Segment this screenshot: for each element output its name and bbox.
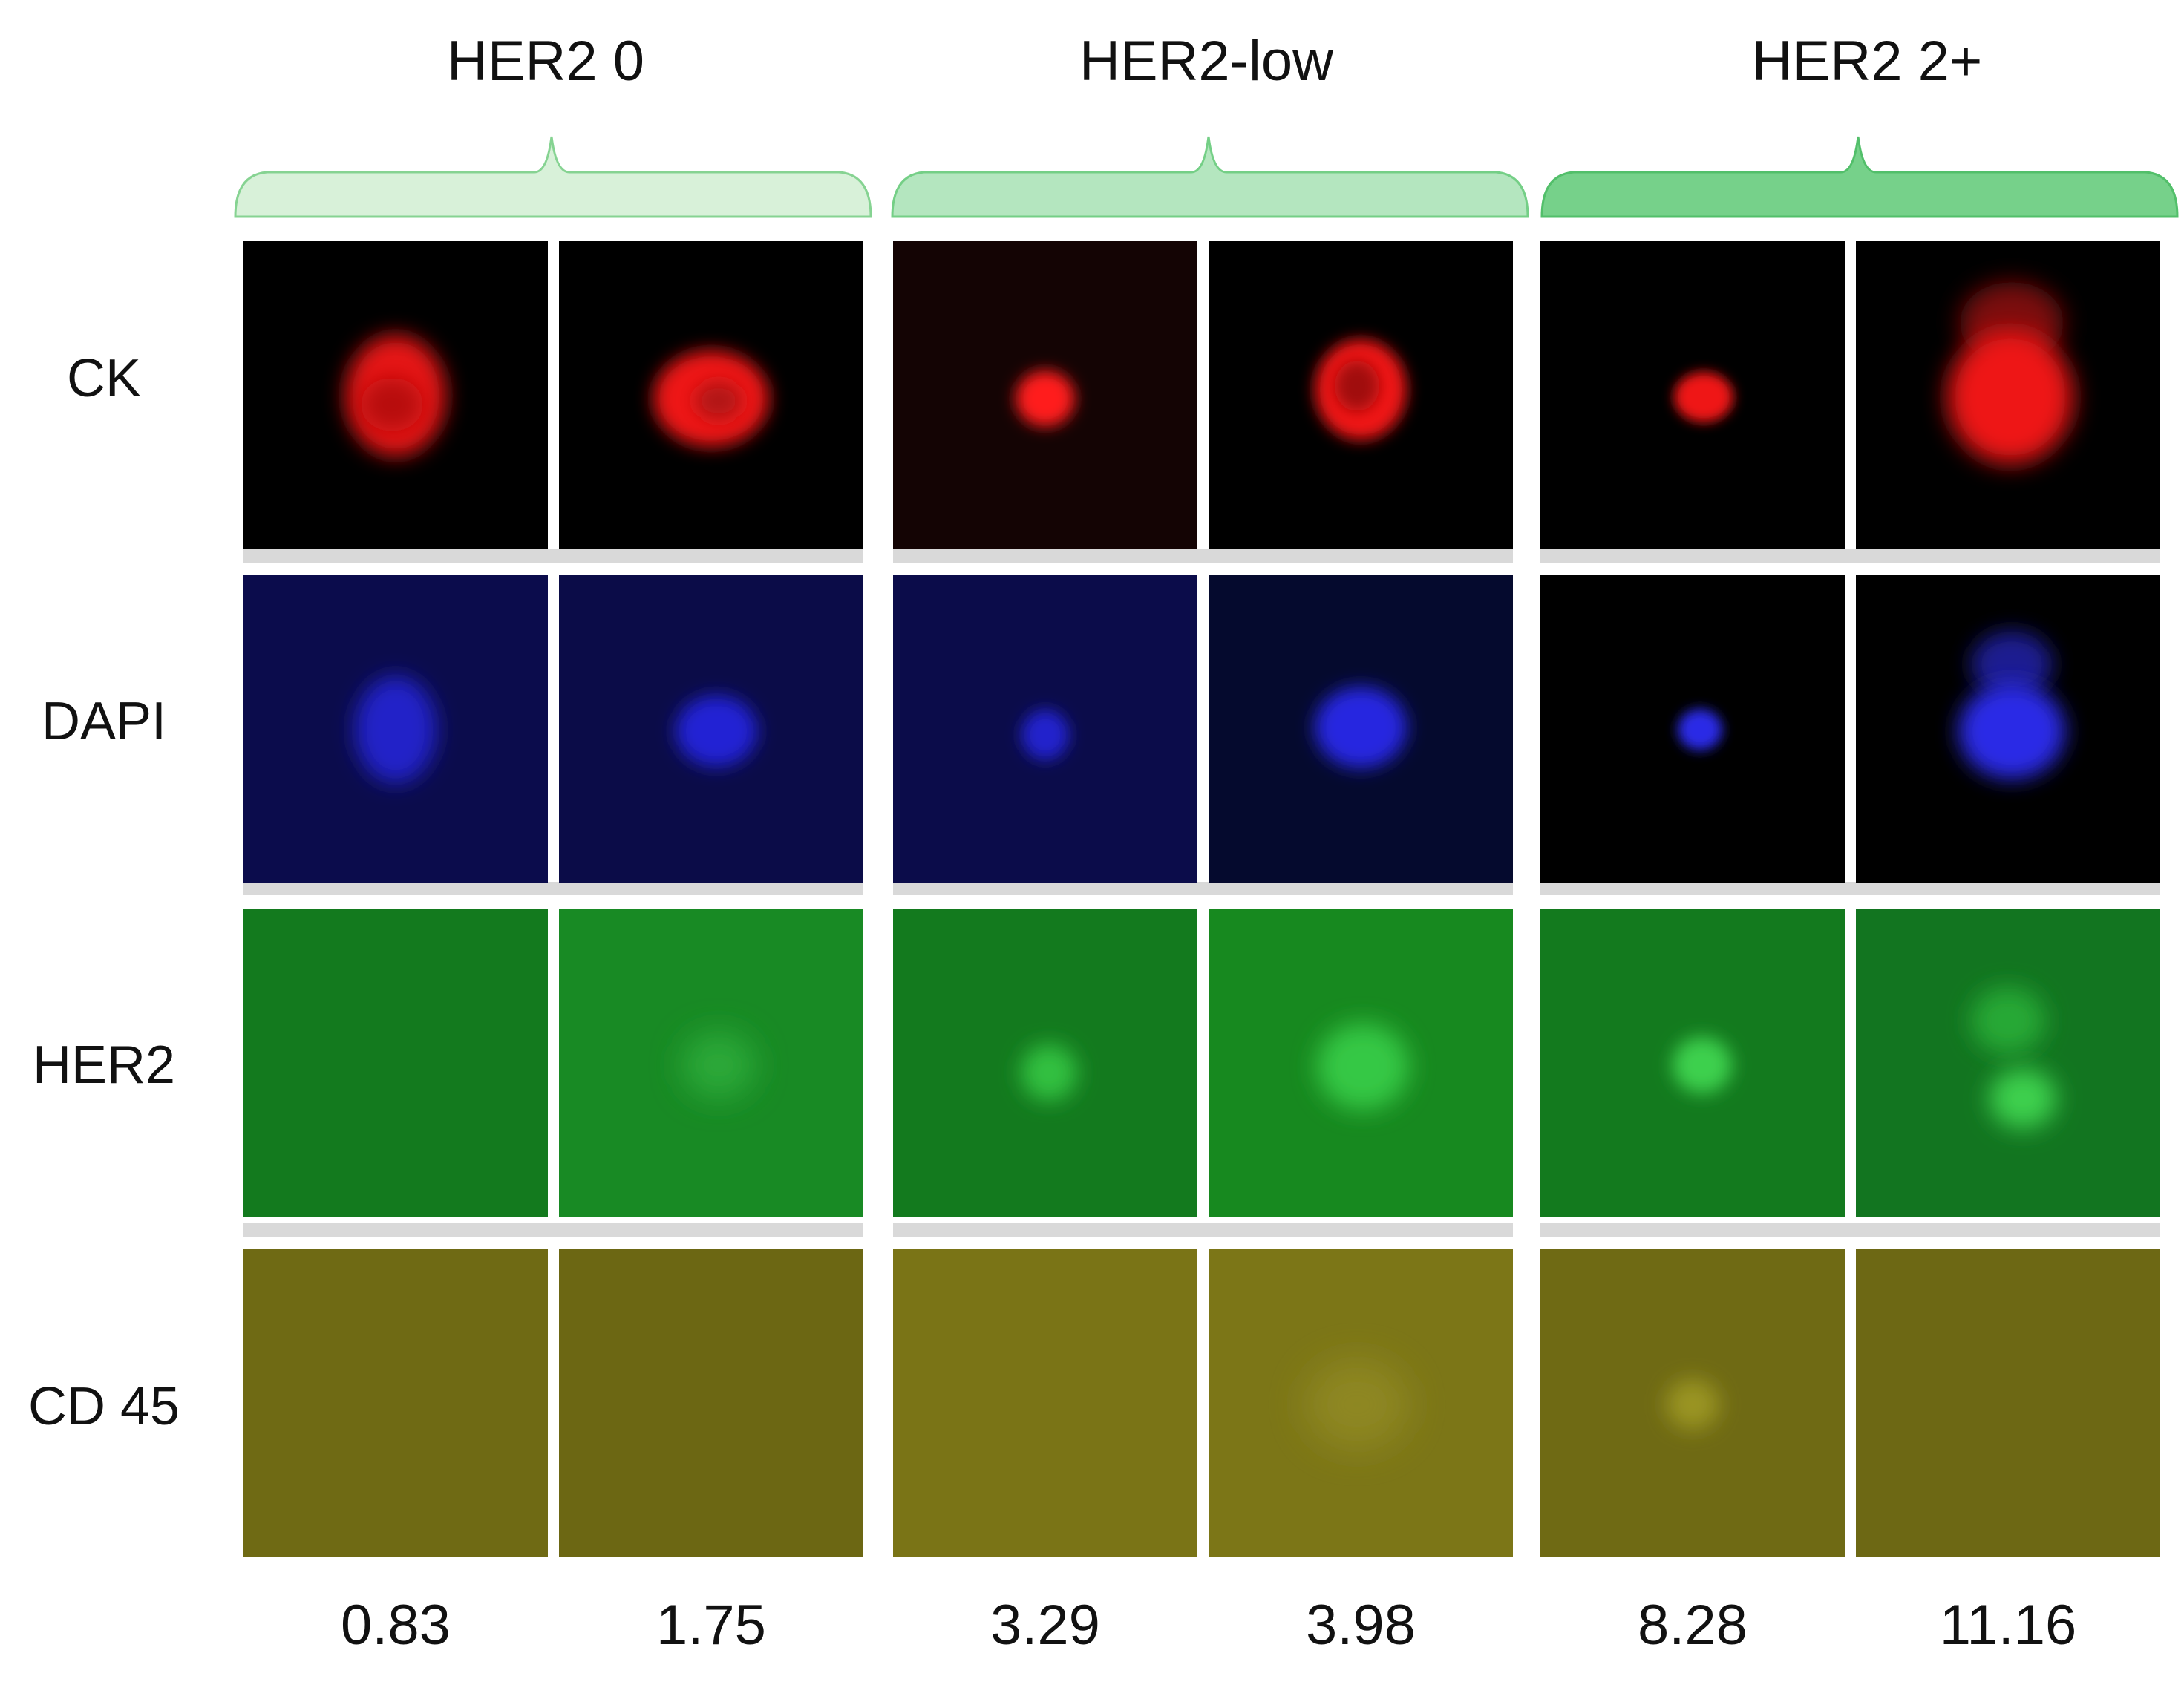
group-title-her2-low: HER2-low — [1079, 30, 1334, 93]
micrograph-her2-her2-0-b — [559, 909, 863, 1217]
her2-score-value: 11.16 — [1939, 1594, 2077, 1657]
row-separator — [893, 1223, 1513, 1237]
micrograph-dapi-her2-2plus-a — [1540, 575, 1845, 883]
micrograph-ck-her2-2plus-a — [1540, 241, 1845, 549]
her2-score-value: 0.83 — [341, 1594, 451, 1657]
row-label-cd45: CD 45 — [27, 1377, 180, 1436]
row-separator — [1540, 882, 2160, 895]
micrograph-cd45-her2-0-a — [243, 1249, 548, 1557]
row-separator — [243, 549, 863, 563]
micrograph-cd45-her2-2plus-b — [1856, 1249, 2160, 1557]
micrograph-dapi-her2-2plus-b — [1856, 575, 2160, 883]
group-title-her2-2plus: HER2 2+ — [1751, 30, 1983, 93]
her2-score-value: 3.29 — [990, 1594, 1100, 1657]
group-title-her2-0: HER2 0 — [446, 30, 645, 93]
her2-score-value: 8.28 — [1638, 1594, 1747, 1657]
micrograph-her2-her2-2plus-a — [1540, 909, 1845, 1217]
micrograph-her2-her2-low-b — [1209, 909, 1513, 1217]
micrograph-her2-her2-2plus-b — [1856, 909, 2160, 1217]
micrograph-dapi-her2-low-b — [1209, 575, 1513, 883]
micrograph-ck-her2-2plus-b — [1856, 241, 2160, 549]
micrograph-cd45-her2-2plus-a — [1540, 1249, 1845, 1557]
micrograph-cd45-her2-low-b — [1209, 1249, 1513, 1557]
row-separator — [1540, 1223, 2160, 1237]
micrograph-her2-her2-0-a — [243, 909, 548, 1217]
row-separator — [243, 882, 863, 895]
micrograph-ck-her2-low-a — [893, 241, 1197, 549]
row-label-ck: CK — [66, 349, 142, 408]
micrograph-cd45-her2-0-b — [559, 1249, 863, 1557]
row-separator — [893, 882, 1513, 895]
row-separator — [893, 549, 1513, 563]
row-separator — [1540, 549, 2160, 563]
micrograph-dapi-her2-0-b — [559, 575, 863, 883]
micrograph-ck-her2-0-b — [559, 241, 863, 549]
row-label-dapi: DAPI — [41, 692, 167, 751]
micrograph-dapi-her2-low-a — [893, 575, 1197, 883]
micrograph-dapi-her2-0-a — [243, 575, 548, 883]
her2-score-value: 3.98 — [1306, 1594, 1416, 1657]
micrograph-her2-her2-low-a — [893, 909, 1197, 1217]
row-separator — [243, 1223, 863, 1237]
micrograph-ck-her2-low-b — [1209, 241, 1513, 549]
group-brace-her2-2plus — [1540, 134, 2179, 223]
her2-score-value: 1.75 — [656, 1594, 766, 1657]
row-label-her2: HER2 — [32, 1035, 176, 1095]
group-brace-her2-0 — [234, 134, 872, 223]
micrograph-ck-her2-0-a — [243, 241, 548, 549]
micrograph-cd45-her2-low-a — [893, 1249, 1197, 1557]
group-brace-her2-low — [891, 134, 1529, 223]
